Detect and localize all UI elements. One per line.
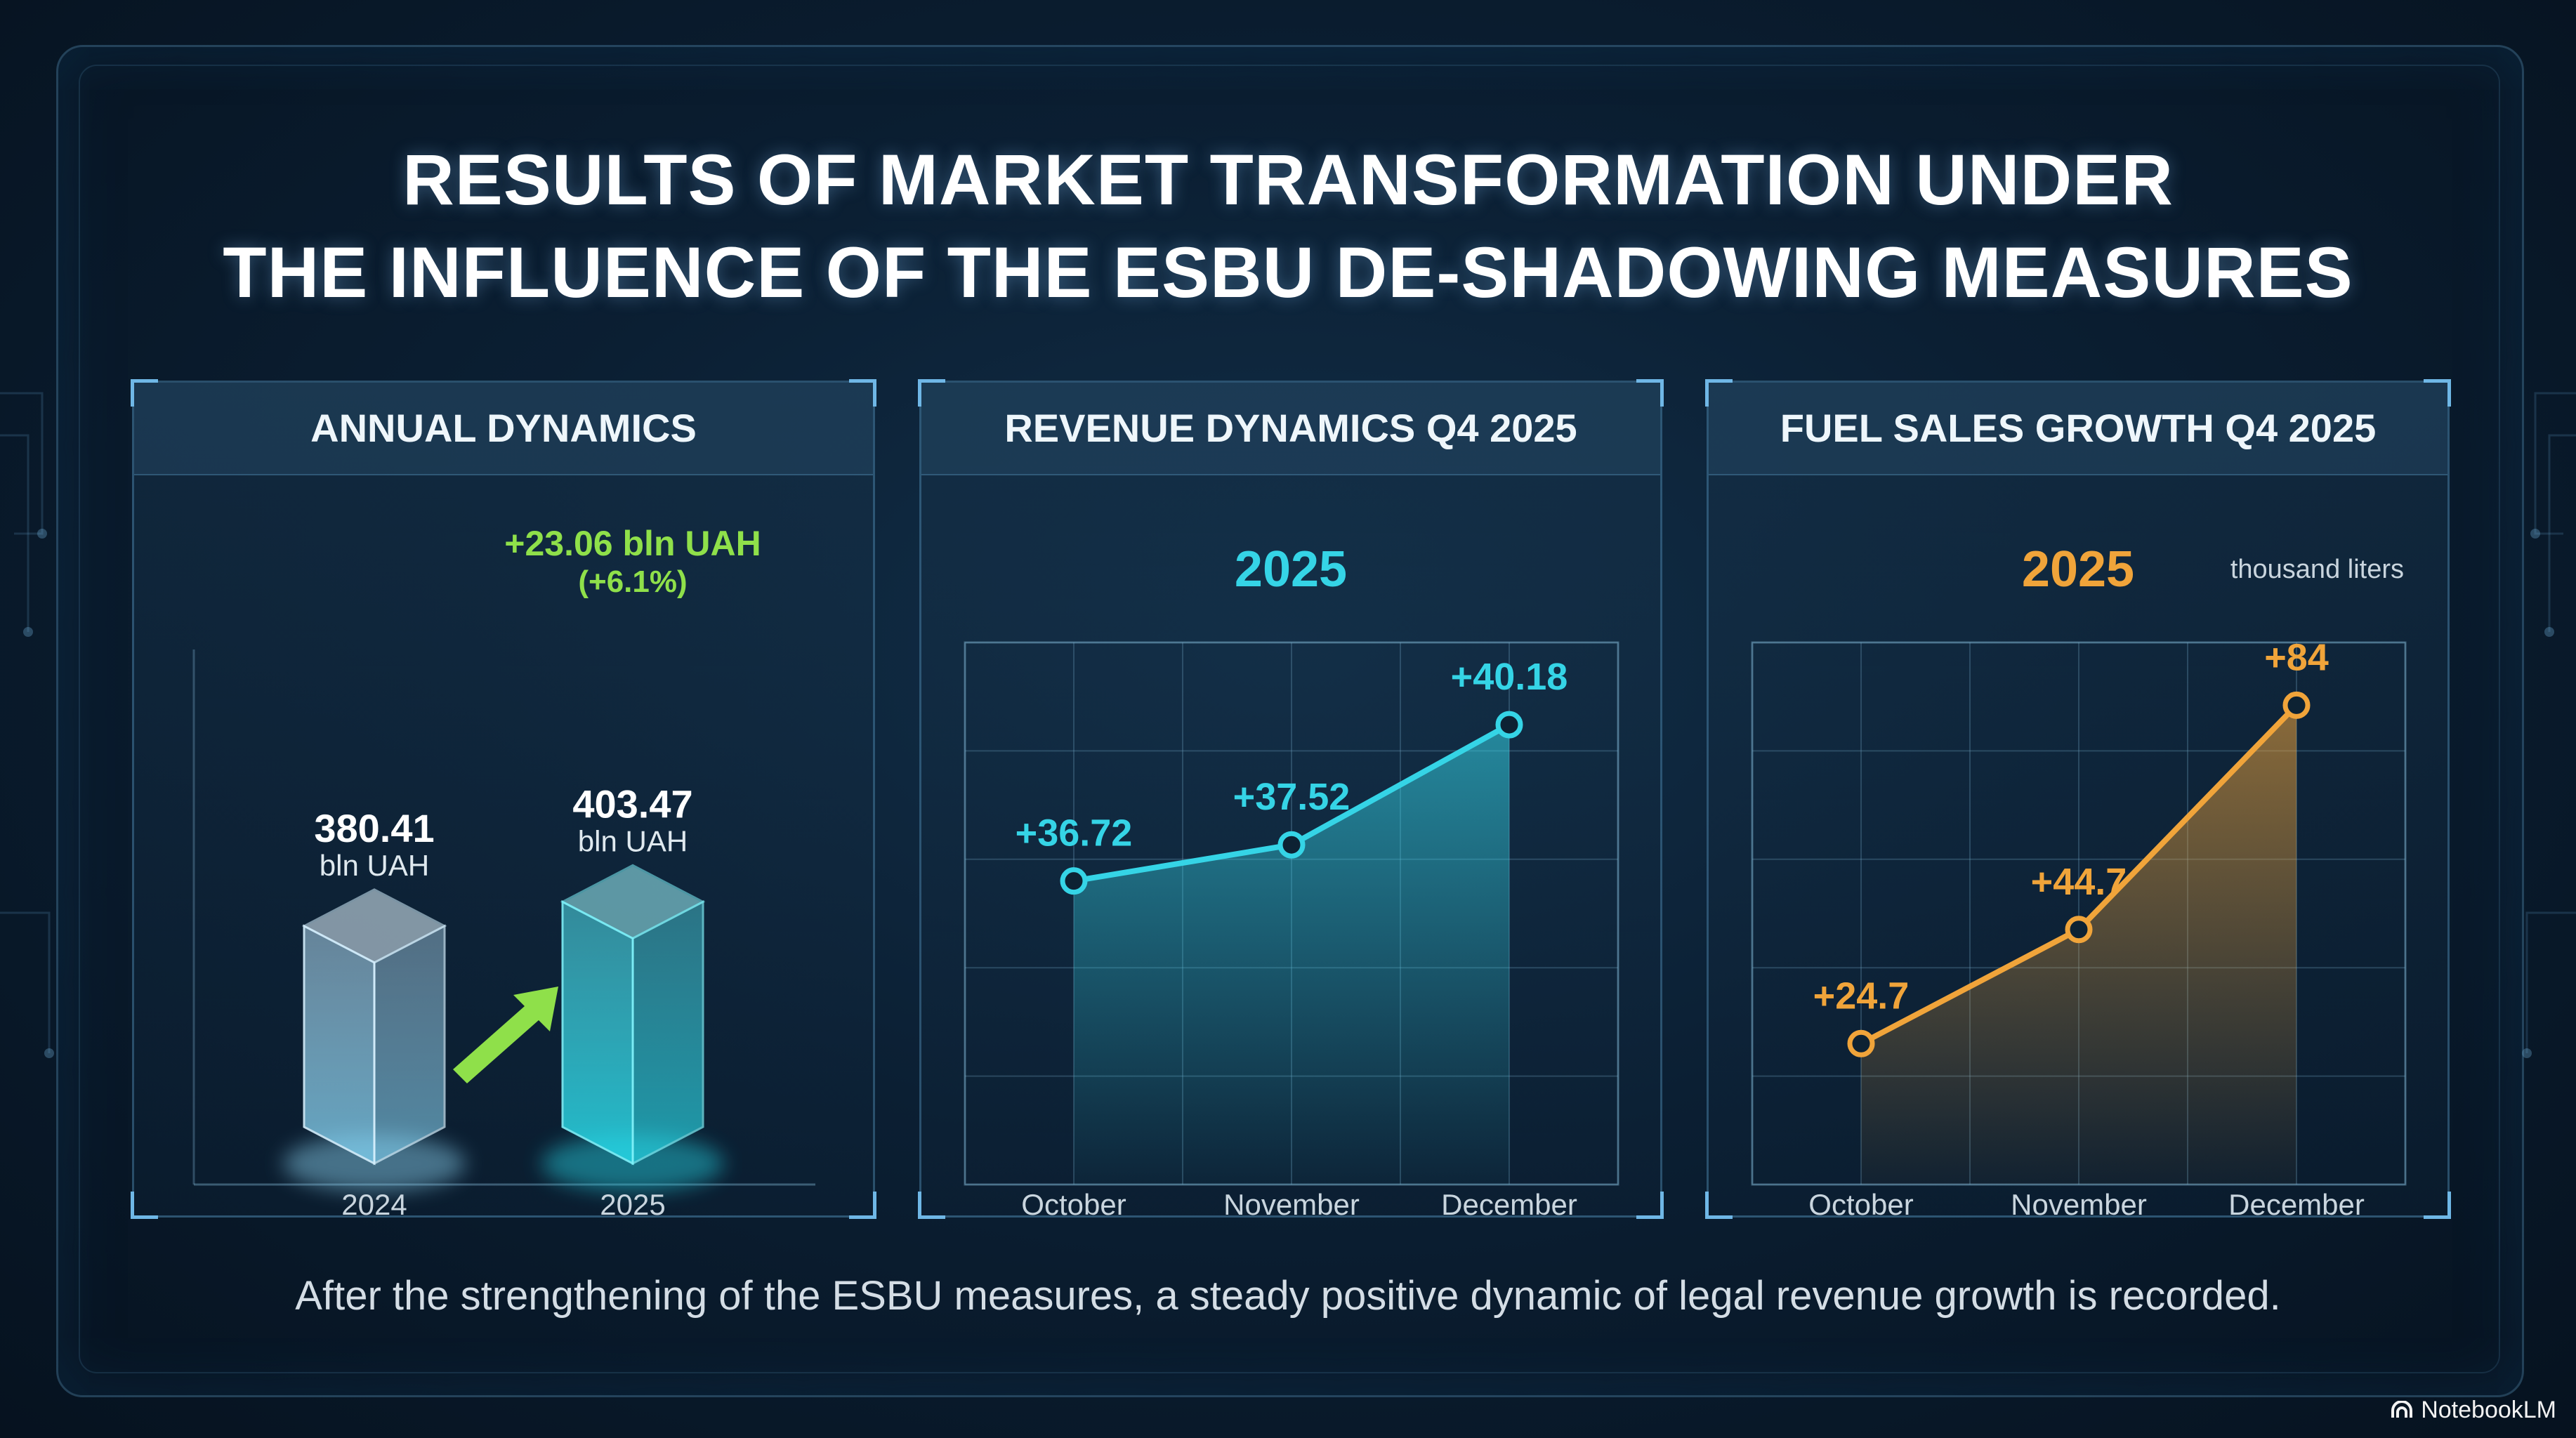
x-tick-label: 2025	[600, 1188, 665, 1215]
series-area	[1861, 705, 2296, 1185]
bar-unit-label: bln UAH	[320, 849, 429, 882]
bar-2024-left-face	[303, 924, 376, 1166]
bar-2025-right-face	[631, 899, 704, 1166]
x-tick-label: November	[2011, 1188, 2147, 1215]
x-tick-label: 2024	[341, 1188, 407, 1215]
data-point-december	[2282, 691, 2311, 719]
delta-pct-label: (+6.1%)	[578, 565, 687, 599]
data-point-november	[1277, 831, 1306, 859]
panel-title: REVENUE DYNAMICS Q4 2025	[921, 383, 1660, 475]
x-tick-label: December	[2228, 1188, 2365, 1215]
data-point-december	[1495, 711, 1523, 739]
outer-frame	[56, 45, 2524, 1397]
data-label: +37.52	[1233, 776, 1351, 818]
bar-2024-right-face	[373, 924, 446, 1166]
chart-subtitle: 2025	[1235, 541, 1347, 598]
bar-2025-top-face	[560, 864, 706, 940]
delta-label: +23.06 bln UAH	[504, 524, 761, 563]
data-label: +44.7	[2031, 861, 2127, 903]
title-line-1: RESULTS OF MARKET TRANSFORMATION UNDER	[402, 140, 2174, 220]
brand-logo: NotebookLM	[2390, 1397, 2556, 1424]
panel-title: ANNUAL DYNAMICS	[134, 383, 873, 475]
data-label: +36.72	[1016, 812, 1133, 855]
inner-frame	[79, 65, 2500, 1373]
data-point-october	[1847, 1029, 1875, 1057]
panel-title: FUEL SALES GROWTH Q4 2025	[1709, 383, 2447, 475]
brand-name: NotebookLM	[2421, 1397, 2556, 1423]
x-tick-label: October	[1808, 1188, 1913, 1215]
bar-2025-left-face	[561, 899, 634, 1166]
panel-annual-dynamics: ANNUAL DYNAMICS 2024 380.41 bln UAH 2025 403…	[131, 379, 876, 1219]
title-line-2: THE INFLUENCE OF THE ESBU DE-SHADOWING M…	[223, 232, 2353, 312]
x-tick-label: November	[1223, 1188, 1360, 1215]
caption-text: After the strengthening of the ESBU meas…	[295, 1273, 2281, 1319]
panel-fuel-sales: FUEL SALES GROWTH Q4 2025 +24.7 October +4…	[1705, 379, 2451, 1219]
x-tick-label: December	[1441, 1188, 1577, 1215]
growth-arrow-icon	[453, 987, 558, 1083]
bar-value-label: 380.41	[314, 806, 434, 850]
data-label: +24.7	[1813, 975, 1910, 1017]
data-point-november	[2065, 916, 2093, 944]
unit-label: thousand liters	[2230, 555, 2404, 584]
bar-2024-top-face	[301, 888, 447, 964]
data-point-october	[1060, 867, 1088, 895]
page-title: RESULTS OF MARKET TRANSFORMATION UNDER T…	[0, 133, 2576, 319]
bar-unit-label: bln UAH	[578, 824, 688, 857]
series-area	[1074, 725, 1509, 1185]
data-label: +84	[2264, 636, 2329, 678]
notebooklm-icon	[2391, 1400, 2413, 1418]
fuel-line-chart: +24.7 October +44.7 November +84 December 2025…	[1751, 541, 2407, 1215]
revenue-line-chart: +36.72 October +37.52 November +40.18 Decembe…	[964, 541, 1619, 1215]
bar-value-label: 403.47	[572, 781, 692, 826]
x-tick-label: October	[1021, 1188, 1126, 1215]
chart-subtitle: 2025	[2022, 541, 2134, 598]
panel-revenue-dynamics: REVENUE DYNAMICS Q4 2025 +36.72 October +3…	[918, 379, 1664, 1219]
data-label: +40.18	[1451, 656, 1568, 698]
